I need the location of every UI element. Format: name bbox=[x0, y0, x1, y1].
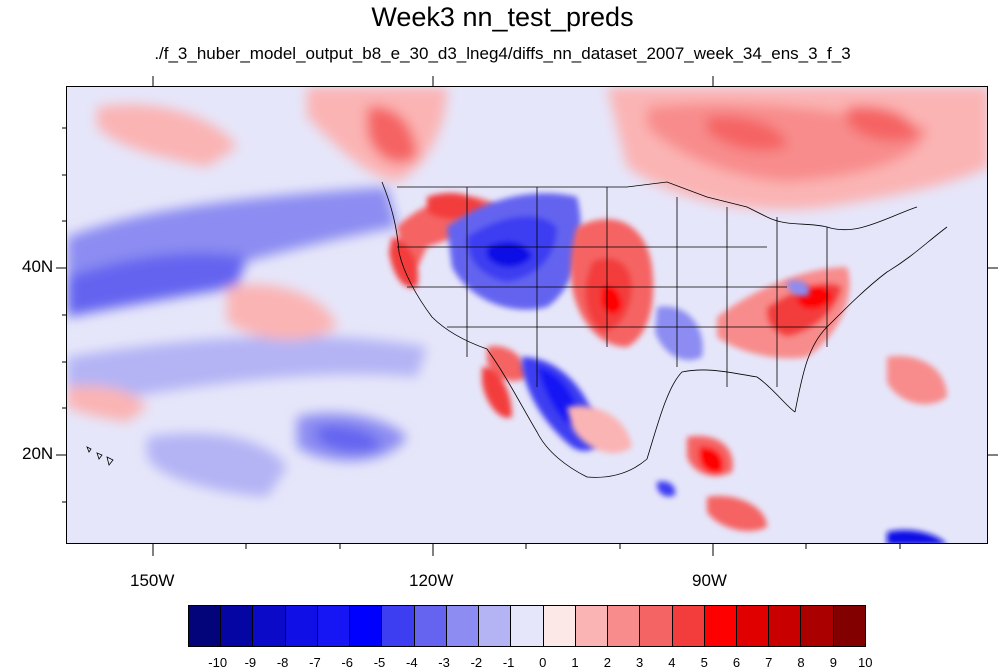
colorbar-label: 4 bbox=[668, 655, 676, 670]
colorbar-swatch bbox=[543, 606, 576, 646]
colorbar-label: -4 bbox=[406, 655, 418, 670]
colorbar-label: 7 bbox=[765, 655, 773, 670]
colorbar-swatch bbox=[350, 606, 383, 646]
colorbar-swatch bbox=[253, 606, 286, 646]
lon-label-150w: 150W bbox=[130, 571, 175, 590]
colorbar-label: 3 bbox=[636, 655, 644, 670]
colorbar-swatch bbox=[608, 606, 641, 646]
map-title: Week3 nn_test_preds bbox=[371, 2, 634, 32]
colorbar-swatch bbox=[446, 606, 480, 646]
colorbar-swatch bbox=[479, 606, 512, 646]
colorbar bbox=[188, 605, 866, 647]
colorbar-label: -7 bbox=[309, 655, 321, 670]
colorbar-swatch bbox=[285, 606, 318, 646]
colorbar-swatch bbox=[833, 606, 865, 646]
colorbar-label: -9 bbox=[244, 655, 257, 670]
lat-label-20n: 20N bbox=[22, 444, 54, 463]
colorbar-swatch bbox=[414, 606, 447, 646]
colorbar-label: 8 bbox=[797, 655, 805, 670]
colorbar-swatch bbox=[575, 606, 609, 646]
contour-field bbox=[67, 87, 987, 543]
colorbar-label: 10 bbox=[858, 655, 873, 670]
colorbar-swatch bbox=[189, 606, 222, 646]
colorbar-swatch bbox=[769, 606, 802, 646]
colorbar-label: -1 bbox=[502, 655, 515, 670]
map-panel bbox=[66, 86, 988, 544]
lon-label-90w: 90W bbox=[692, 571, 727, 590]
colorbar-label: -3 bbox=[438, 655, 450, 670]
colorbar-swatch bbox=[736, 606, 770, 646]
colorbar-label: -6 bbox=[341, 655, 353, 670]
colorbar-swatch bbox=[704, 606, 737, 646]
colorbar-label: -5 bbox=[373, 655, 386, 670]
colorbar-label: 6 bbox=[732, 655, 741, 670]
lat-label-40n: 40N bbox=[22, 257, 54, 276]
map-subtitle: ./f_3_huber_model_output_b8_e_30_d3_lneg… bbox=[154, 44, 851, 63]
colorbar-swatch bbox=[801, 606, 834, 646]
colorbar-swatch bbox=[221, 606, 254, 646]
colorbar-swatch bbox=[317, 606, 351, 646]
colorbar-label: -8 bbox=[276, 655, 289, 670]
colorbar-label: 1 bbox=[571, 655, 579, 670]
colorbar-label: 2 bbox=[603, 655, 611, 670]
colorbar-label: 9 bbox=[829, 655, 837, 670]
colorbar-swatch bbox=[511, 606, 544, 646]
colorbar-swatch bbox=[382, 606, 415, 646]
lon-label-120w: 120W bbox=[409, 571, 454, 590]
colorbar-label: -2 bbox=[470, 655, 483, 670]
colorbar-label: 0 bbox=[539, 655, 547, 670]
colorbar-swatch bbox=[640, 606, 673, 646]
colorbar-swatch bbox=[672, 606, 705, 646]
colorbar-label: 5 bbox=[700, 655, 708, 670]
colorbar-label: -10 bbox=[208, 655, 228, 670]
